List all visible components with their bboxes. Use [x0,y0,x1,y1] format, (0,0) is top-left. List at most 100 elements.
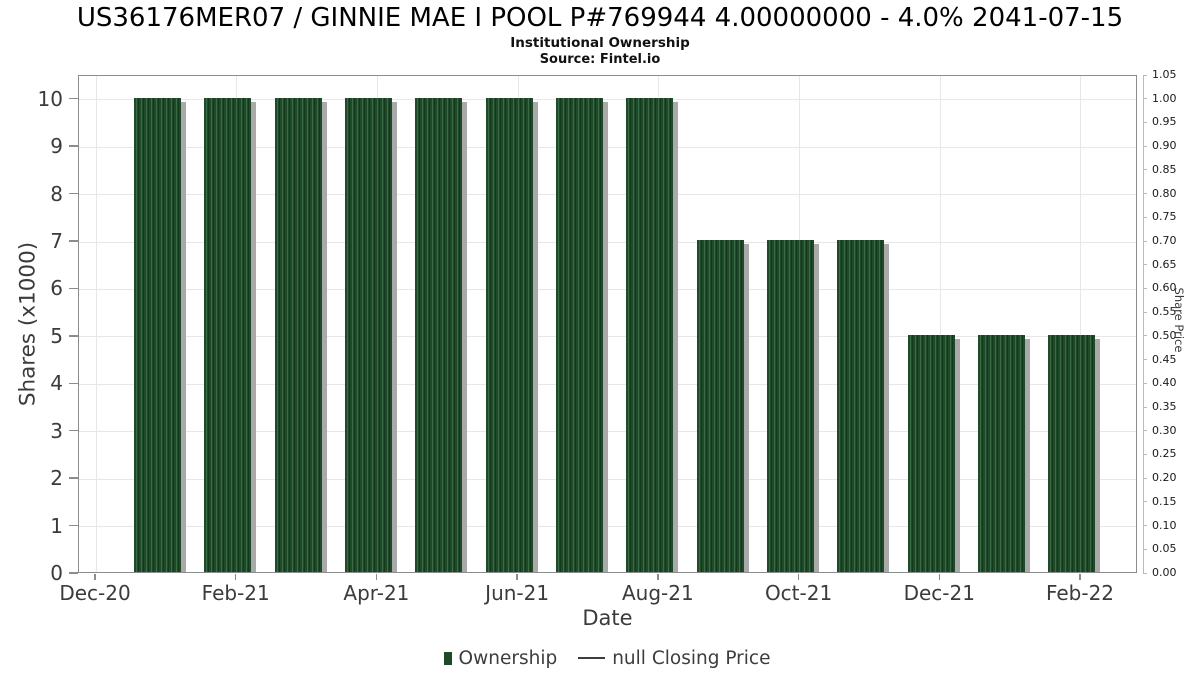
y-right-tick-label: 0.50 [1152,328,1177,342]
left-tick-mark [69,524,78,527]
bar-Dec-21 [907,334,955,572]
right-tick-mark [1143,145,1147,147]
right-tick-mark [1143,98,1147,100]
bar-Jul-21 [555,97,603,572]
chart-source: Source: Fintel.io [539,52,661,67]
y-left-tick-label: 2 [50,466,63,491]
bar-Aug-21 [626,97,674,572]
y-right-tick-label: 0.85 [1152,162,1177,176]
right-tick-mark [1143,335,1147,337]
right-axis-spine [1143,75,1144,573]
ownership-swatch-icon [443,651,452,665]
y-right-tick-label: 0.25 [1152,447,1177,461]
y-left-tick-label: 6 [50,276,63,301]
left-tick-mark [69,287,78,290]
right-tick-mark [1143,264,1147,266]
y-left-tick-label: 5 [50,323,63,348]
bar-Feb-21 [204,97,252,572]
right-tick-mark [1143,453,1147,455]
y-right-tick-label: 0.80 [1152,186,1177,200]
left-tick-mark [69,429,78,432]
y-left-tick-label: 1 [50,513,63,538]
y-left-tick-label: 7 [50,229,63,253]
x-tick-label: Feb-21 [201,581,270,605]
y-left-tick-label: 9 [50,134,63,159]
gridline-h [79,99,1136,101]
y-right-tick-label: 0.00 [1152,566,1177,579]
y-right-tick-label: 0.90 [1152,139,1177,153]
right-tick-mark [1143,359,1147,361]
y-right-tick-label: 0.70 [1152,234,1177,247]
x-tick-mark [94,574,96,580]
y-left-tick-label: 3 [50,418,63,443]
x-tick-mark [1079,574,1081,580]
y-right-tick-label: 0.15 [1152,494,1177,508]
gridline-h [79,194,1136,196]
x-tick-label: Feb-22 [1045,581,1115,605]
y-right-tick-label: 0.40 [1152,376,1177,390]
right-tick-mark [1143,548,1147,550]
gridline-h [79,241,1136,243]
bar-Mar-21 [274,97,322,572]
x-tick-mark [657,574,659,580]
gridline-v [1080,76,1082,572]
plot-area [78,75,1137,573]
x-tick-label: Oct-21 [764,581,833,605]
x-tick-mark [375,574,378,580]
right-tick-mark [1143,74,1147,76]
legend-label-closing-price: null Closing Price [612,647,771,669]
x-tick-label: Apr-21 [343,581,410,605]
right-tick-mark [1143,121,1147,123]
bar-May-21 [415,97,463,572]
right-tick-mark [1143,169,1147,171]
left-tick-mark [69,382,78,385]
bar-Nov-21 [837,240,885,572]
left-tick-mark [69,572,78,574]
y-left-tick-label: 4 [50,371,63,396]
x-tick-label: Dec-20 [59,581,131,605]
x-tick-mark [234,574,237,580]
y-right-tick-label: 0.30 [1152,423,1177,437]
left-tick-mark [69,477,78,479]
gridline-h [79,383,1136,385]
bar-Sep-21 [696,240,744,572]
gridline-v [939,76,941,572]
left-tick-mark [69,97,78,100]
y-right-tick-label: 1.00 [1152,91,1177,105]
right-tick-mark [1143,193,1147,195]
closing-price-line-icon [578,656,606,660]
left-tick-mark [69,145,78,147]
x-tick-label: Dec-21 [903,581,975,605]
left-tick-mark [69,335,78,337]
y-right-tick-label: 0.60 [1152,281,1177,295]
right-tick-mark [1143,572,1147,574]
gridline-h [79,336,1136,338]
x-tick-label: Jun-21 [485,581,550,605]
bar-Apr-21 [344,97,392,572]
y-right-tick-label: 0.35 [1152,400,1177,413]
right-tick-mark [1143,525,1147,527]
right-tick-mark [1143,240,1147,242]
bar-Oct-21 [767,240,815,572]
chart-title: US36176MER07 / GINNIE MAE I POOL P#76994… [76,3,1124,33]
right-tick-mark [1143,430,1147,432]
y-right-tick-label: 0.75 [1152,210,1177,224]
right-tick-mark [1143,382,1147,384]
y-right-tick-label: 0.10 [1152,518,1177,532]
gridline-h [79,146,1136,148]
legend: Ownership null Closing Price [0,644,1200,672]
x-tick-mark [938,574,941,580]
x-tick-mark [797,574,800,580]
left-tick-mark [69,240,78,242]
gridline-h [79,288,1136,290]
legend-label-ownership: Ownership [458,647,558,669]
y-right-tick-label: 0.65 [1152,257,1177,271]
y-right-tick-label: 0.55 [1152,305,1177,319]
right-tick-mark [1143,406,1147,408]
right-tick-mark [1143,311,1147,313]
y-right-tick-label: 0.95 [1152,115,1177,129]
bar-Jan-22 [978,334,1026,572]
right-tick-mark [1143,477,1147,479]
right-tick-mark [1143,216,1147,218]
